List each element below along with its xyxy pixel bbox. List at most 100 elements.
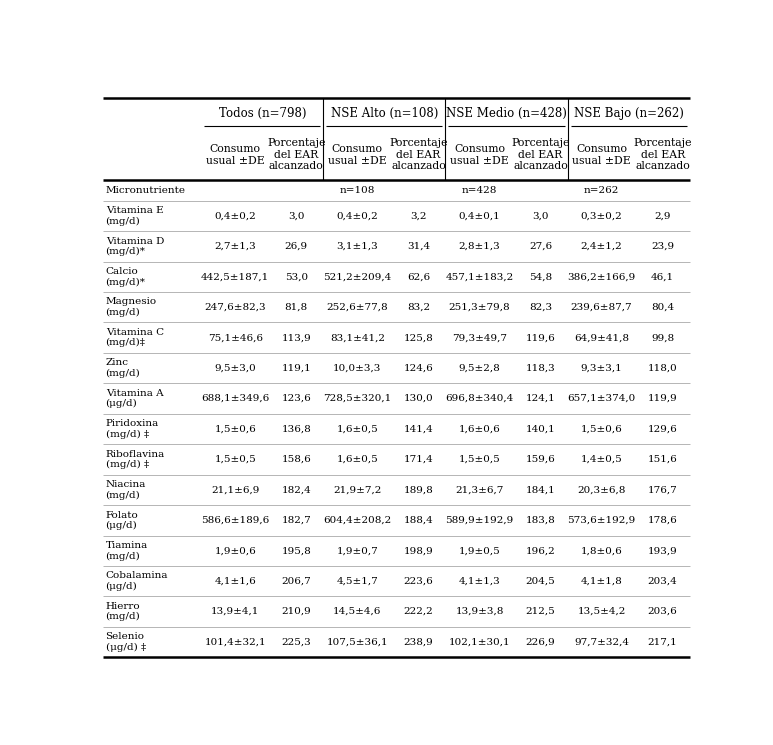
Text: 0,4±0,2: 0,4±0,2 [336,212,378,221]
Text: 21,1±6,9: 21,1±6,9 [211,486,260,495]
Text: 217,1: 217,1 [648,638,678,647]
Text: 81,8: 81,8 [284,302,308,311]
Text: NSE Bajo (n=262): NSE Bajo (n=262) [574,107,683,120]
Text: 113,9: 113,9 [281,333,312,342]
Text: 252,6±77,8: 252,6±77,8 [326,302,388,311]
Text: 21,3±6,7: 21,3±6,7 [455,486,504,495]
Text: 182,7: 182,7 [281,516,312,524]
Text: 222,2: 222,2 [404,607,434,616]
Text: 1,5±0,5: 1,5±0,5 [214,455,256,464]
Text: Consumo
usual ±DE: Consumo usual ±DE [206,144,264,165]
Text: 102,1±30,1: 102,1±30,1 [448,638,510,647]
Text: Vitamina D
(mg/d)*: Vitamina D (mg/d)* [106,237,164,256]
Text: 728,5±320,1: 728,5±320,1 [323,394,391,403]
Text: 4,1±1,8: 4,1±1,8 [581,577,622,586]
Text: 20,3±6,8: 20,3±6,8 [577,486,626,495]
Text: 64,9±41,8: 64,9±41,8 [574,333,629,342]
Text: 0,4±0,1: 0,4±0,1 [458,212,500,221]
Text: Consumo
usual ±DE: Consumo usual ±DE [328,144,386,165]
Text: 3,1±1,3: 3,1±1,3 [336,242,378,251]
Text: 521,2±209,4: 521,2±209,4 [323,272,391,282]
Text: 223,6: 223,6 [404,577,434,586]
Text: Folato
(μg/d): Folato (μg/d) [106,510,138,530]
Text: 21,9±7,2: 21,9±7,2 [333,486,382,495]
Text: 1,5±0,6: 1,5±0,6 [214,425,256,434]
Text: 9,5±3,0: 9,5±3,0 [214,364,256,372]
Text: 118,0: 118,0 [648,364,678,372]
Text: 80,4: 80,4 [651,302,674,311]
Text: 75,1±46,6: 75,1±46,6 [208,333,263,342]
Text: 31,4: 31,4 [407,242,430,251]
Text: 23,9: 23,9 [651,242,674,251]
Text: 3,0: 3,0 [533,212,549,221]
Text: 1,9±0,5: 1,9±0,5 [458,546,500,555]
Text: 3,0: 3,0 [288,212,305,221]
Text: 1,9±0,7: 1,9±0,7 [336,546,378,555]
Text: 238,9: 238,9 [404,638,434,647]
Text: 119,1: 119,1 [281,364,312,372]
Text: Consumo
usual ±DE: Consumo usual ±DE [450,144,509,165]
Text: Magnesio
(mg/d): Magnesio (mg/d) [106,297,157,317]
Text: 195,8: 195,8 [281,546,312,555]
Text: 225,3: 225,3 [281,638,312,647]
Text: Riboflavina
(mg/d) ‡: Riboflavina (mg/d) ‡ [106,450,165,469]
Text: 2,9: 2,9 [655,212,671,221]
Text: 9,3±3,1: 9,3±3,1 [581,364,622,372]
Text: Tiamina
(mg/d): Tiamina (mg/d) [106,541,148,560]
Text: Porcentaje
del EAR
alcanzado: Porcentaje del EAR alcanzado [267,138,325,171]
Text: Piridoxina
(mg/d) ‡: Piridoxina (mg/d) ‡ [106,419,159,439]
Text: 688,1±349,6: 688,1±349,6 [201,394,269,403]
Text: 239,6±87,7: 239,6±87,7 [570,302,632,311]
Text: 1,6±0,5: 1,6±0,5 [336,425,378,434]
Text: 79,3±49,7: 79,3±49,7 [452,333,507,342]
Text: NSE Medio (n=428): NSE Medio (n=428) [446,107,567,120]
Text: 1,6±0,6: 1,6±0,6 [458,425,500,434]
Text: 9,5±2,8: 9,5±2,8 [458,364,500,372]
Text: Calcio
(mg/d)*: Calcio (mg/d)* [106,267,145,287]
Text: 206,7: 206,7 [281,577,312,586]
Text: 124,1: 124,1 [526,394,556,403]
Text: n=428: n=428 [461,186,497,195]
Text: 203,4: 203,4 [648,577,678,586]
Text: Micronutriente: Micronutriente [106,186,186,195]
Text: 13,9±4,1: 13,9±4,1 [211,607,260,616]
Text: 10,0±3,3: 10,0±3,3 [333,364,382,372]
Text: 604,4±208,2: 604,4±208,2 [323,516,391,524]
Text: 1,8±0,6: 1,8±0,6 [581,546,622,555]
Text: Selenio
(μg/d) ‡: Selenio (μg/d) ‡ [106,633,146,652]
Text: 212,5: 212,5 [526,607,556,616]
Text: 130,0: 130,0 [404,394,434,403]
Text: 1,6±0,5: 1,6±0,5 [336,455,378,464]
Text: 101,4±32,1: 101,4±32,1 [204,638,266,647]
Text: 97,7±32,4: 97,7±32,4 [574,638,629,647]
Text: 1,4±0,5: 1,4±0,5 [581,455,622,464]
Text: 198,9: 198,9 [404,546,434,555]
Text: Vitamina C
(mg/d)‡: Vitamina C (mg/d)‡ [106,328,164,347]
Text: 82,3: 82,3 [529,302,552,311]
Text: 696,8±340,4: 696,8±340,4 [445,394,513,403]
Text: n=262: n=262 [584,186,619,195]
Text: 124,6: 124,6 [404,364,434,372]
Text: 27,6: 27,6 [529,242,552,251]
Text: 196,2: 196,2 [526,546,556,555]
Text: Vitamina E
(mg/d): Vitamina E (mg/d) [106,206,163,226]
Text: 176,7: 176,7 [648,486,678,495]
Text: Zinc
(mg/d): Zinc (mg/d) [106,358,141,378]
Text: 0,4±0,2: 0,4±0,2 [214,212,256,221]
Text: 62,6: 62,6 [407,272,430,282]
Text: 171,4: 171,4 [404,455,434,464]
Text: 53,0: 53,0 [284,272,308,282]
Text: 123,6: 123,6 [281,394,312,403]
Text: Cobalamina
(μg/d): Cobalamina (μg/d) [106,571,168,591]
Text: 189,8: 189,8 [404,486,434,495]
Text: 4,1±1,6: 4,1±1,6 [214,577,256,586]
Text: 118,3: 118,3 [526,364,556,372]
Text: 573,6±192,9: 573,6±192,9 [567,516,635,524]
Text: NSE Alto (n=108): NSE Alto (n=108) [331,107,438,120]
Text: 203,6: 203,6 [648,607,678,616]
Text: 247,6±82,3: 247,6±82,3 [204,302,266,311]
Text: 2,4±1,2: 2,4±1,2 [581,242,622,251]
Text: Porcentaje
del EAR
alcanzado: Porcentaje del EAR alcanzado [633,138,692,171]
Text: 158,6: 158,6 [281,455,312,464]
Text: 178,6: 178,6 [648,516,678,524]
